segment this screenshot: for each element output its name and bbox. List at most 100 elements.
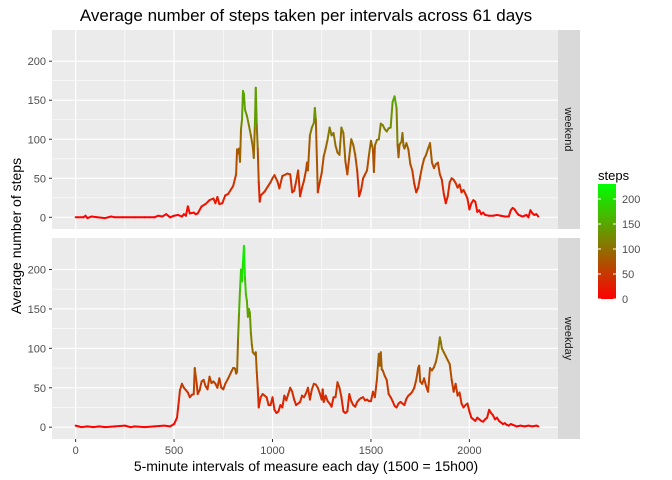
- facet-panels: 0 50 100 150 200 weekend 0 50 100 150 200 weekday: [28, 30, 580, 439]
- line-segment: [242, 244, 246, 279]
- line-segment: [354, 153, 359, 172]
- line-segment: [366, 153, 370, 172]
- line-segment: [360, 177, 365, 191]
- y-axis-title: Average number of steps: [8, 158, 24, 314]
- series-line-weekday: [74, 244, 540, 429]
- line-segment: [240, 89, 244, 121]
- x-tick-label: 2000: [457, 445, 481, 457]
- line-segment: [242, 92, 246, 111]
- line-segment: [303, 169, 307, 182]
- line-segment: [227, 371, 233, 380]
- line-segment: [373, 378, 378, 399]
- line-segment: [206, 382, 210, 391]
- color-legend: steps 0 50 100 150 200: [598, 168, 640, 306]
- line-segment: [316, 181, 321, 194]
- line-segment: [281, 394, 286, 409]
- line-segment: [332, 132, 337, 147]
- line-segment: [227, 185, 235, 195]
- facet-strip: [558, 30, 580, 229]
- line-segment: [176, 398, 180, 419]
- line-segment: [177, 389, 181, 401]
- line-segment: [238, 288, 242, 314]
- line-segment: [96, 216, 107, 220]
- line-segment: [409, 163, 414, 172]
- line-segment: [535, 424, 540, 428]
- facet-strip-label: weekday: [562, 316, 574, 361]
- line-segment: [173, 416, 179, 426]
- line-segment: [216, 196, 221, 206]
- line-segment: [356, 169, 361, 198]
- line-segment: [322, 147, 327, 158]
- line-segment: [299, 186, 304, 198]
- y-tick-label: 100: [28, 343, 46, 355]
- x-tick-label: 500: [165, 445, 183, 457]
- line-segment: [439, 341, 443, 350]
- line-segment: [314, 118, 319, 194]
- line-segment: [377, 122, 382, 141]
- line-segment: [413, 378, 418, 389]
- line-segment: [221, 194, 227, 205]
- line-segment: [186, 205, 191, 215]
- line-segment: [346, 155, 351, 176]
- line-segment: [114, 424, 126, 428]
- line-segment: [419, 165, 424, 178]
- line-segment: [208, 375, 213, 385]
- line-segment: [194, 374, 198, 385]
- line-segment: [348, 138, 353, 158]
- line-segment: [425, 147, 430, 156]
- facet-strip-label: weekend: [562, 106, 574, 151]
- line-segment: [468, 410, 473, 419]
- line-segment: [338, 126, 343, 156]
- legend-tick-label: 100: [622, 244, 640, 256]
- line-segment: [244, 293, 248, 303]
- line-segment: [308, 126, 313, 137]
- line-segment: [348, 393, 353, 403]
- facet-strip: [558, 238, 580, 439]
- line-segment: [243, 108, 248, 117]
- line-segment: [418, 364, 422, 383]
- line-segment: [342, 132, 347, 163]
- line-segment: [429, 142, 433, 164]
- line-segment: [454, 382, 459, 397]
- line-segment: [535, 213, 540, 218]
- y-tick-label: 50: [34, 383, 46, 395]
- line-segment: [240, 118, 243, 131]
- line-segment: [385, 378, 390, 396]
- line-segment: [273, 174, 279, 183]
- line-segment: [407, 148, 412, 166]
- chart-title: Average number of steps taken per interv…: [80, 6, 532, 25]
- y-tick-label: 150: [28, 304, 46, 316]
- line-segment: [257, 396, 262, 409]
- line-segment: [249, 134, 254, 149]
- y-tick-label: 200: [28, 56, 46, 68]
- y-tick-label: 150: [28, 95, 46, 107]
- line-segment: [448, 363, 453, 381]
- x-tick-label: 0: [73, 445, 79, 457]
- line-segment: [411, 169, 416, 185]
- line-segment: [306, 134, 311, 172]
- line-segment: [403, 397, 408, 407]
- line-segment: [334, 381, 339, 399]
- line-segment: [313, 107, 317, 121]
- line-segment: [440, 178, 445, 195]
- line-segment: [358, 188, 363, 198]
- legend-tick-label: 150: [622, 219, 640, 231]
- line-segment: [255, 371, 259, 389]
- line-segment: [198, 380, 203, 392]
- line-segment: [395, 107, 399, 146]
- y-tick-label: 100: [28, 134, 46, 146]
- line-segment: [254, 351, 258, 373]
- y-tick-label: 200: [28, 265, 46, 277]
- line-segment: [474, 200, 479, 213]
- line-segment: [444, 195, 449, 205]
- series-line-weekend: [74, 86, 540, 220]
- line-segment: [421, 157, 426, 168]
- line-segment: [369, 139, 374, 151]
- x-axis-title: 5-minute intervals of measure each day (…: [134, 458, 478, 474]
- line-segment: [256, 147, 260, 184]
- panel-background: [52, 30, 558, 229]
- line-segment: [334, 144, 339, 154]
- line-segment: [278, 174, 284, 190]
- line-segment: [434, 351, 439, 363]
- line-segment: [255, 124, 259, 150]
